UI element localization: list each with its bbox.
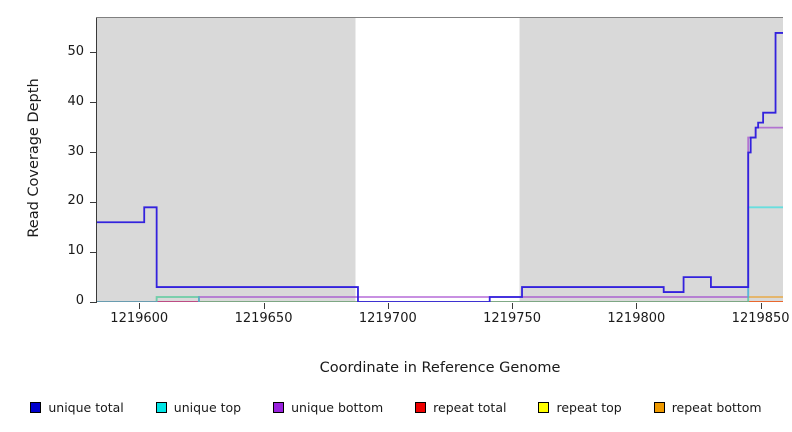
x-tick-label: 1219650 [234, 311, 293, 326]
legend-swatch-icon [30, 401, 42, 413]
legend-swatch-icon [415, 401, 427, 413]
x-tick-mark [636, 303, 638, 309]
x-tick-mark [139, 303, 141, 309]
y-tick-mark [90, 201, 96, 203]
y-tick-mark [90, 251, 96, 253]
x-tick-label: 1219600 [110, 311, 169, 326]
y-tick-label: 10 [67, 243, 84, 259]
x-tick-label: 1219800 [607, 311, 666, 326]
y-tick-label: 0 [75, 293, 84, 308]
y-tick-label: 50 [67, 43, 84, 59]
y-tick-label: 20 [67, 193, 84, 209]
x-tick-mark [263, 303, 265, 309]
plot-svg [97, 18, 783, 302]
y-axis-tick-group: 0 10 20 30 40 50 [54, 0, 96, 432]
x-tick-mark [760, 303, 762, 309]
y-tick-mark [90, 152, 96, 154]
shaded-region-1 [519, 18, 783, 302]
x-axis-tick-group: 1219600 1219650 1219700 1219750 1219800 12198… [0, 303, 792, 333]
legend-item-repeat-bottom[interactable]: repeat bottom [653, 399, 762, 415]
legend-label: unique top [173, 399, 242, 415]
legend-item-unique-total[interactable]: unique total [30, 399, 124, 415]
legend-swatch-icon [273, 401, 285, 413]
legend-item-unique-top[interactable]: unique top [155, 399, 242, 415]
plot-area [97, 18, 783, 302]
y-tick-mark [90, 301, 96, 303]
legend-swatch-icon [653, 401, 665, 413]
x-tick-mark [387, 303, 389, 309]
x-tick-label: 1219700 [358, 311, 417, 326]
plot-left-spine [96, 18, 98, 303]
legend-item-repeat-top[interactable]: repeat top [538, 399, 622, 415]
plot-top-spine [96, 17, 783, 19]
x-axis-label: Coordinate in Reference Genome [319, 360, 561, 376]
legend-swatch-icon [155, 401, 167, 413]
shaded-region-0 [97, 18, 356, 302]
legend-item-unique-bottom[interactable]: unique bottom [273, 400, 383, 415]
y-axis-label: Read Coverage Depth [26, 78, 42, 238]
y-tick-mark [90, 52, 96, 54]
legend-label: repeat top [556, 399, 622, 415]
y-tick-mark [90, 102, 96, 104]
legend-label: unique total [48, 399, 124, 415]
x-tick-label: 1219750 [483, 311, 542, 326]
y-tick-label: 40 [67, 93, 84, 109]
legend-label: repeat total [433, 399, 507, 415]
x-tick-mark [512, 303, 514, 309]
y-tick-label: 30 [67, 143, 84, 159]
series-line-unique-total [97, 32, 783, 302]
legend-swatch-icon [538, 401, 550, 413]
legend-label: repeat bottom [671, 399, 762, 415]
legend-label: unique bottom [291, 399, 384, 415]
x-tick-label: 1219850 [731, 311, 790, 326]
legend-item-repeat-total[interactable]: repeat total [415, 400, 506, 415]
chart-legend: unique total unique top unique bottom repea… [0, 396, 792, 418]
